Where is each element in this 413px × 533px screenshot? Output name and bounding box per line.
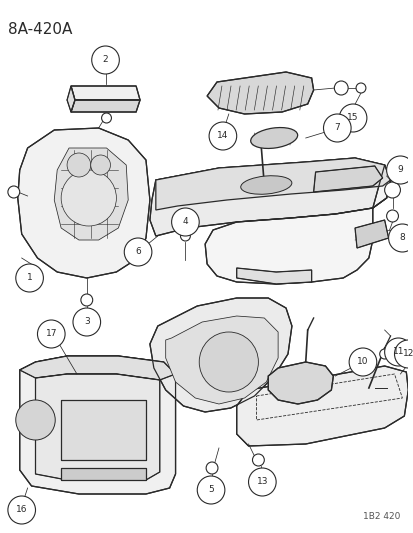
- Circle shape: [81, 294, 93, 306]
- Circle shape: [384, 182, 399, 198]
- Text: 7: 7: [334, 124, 339, 133]
- Polygon shape: [61, 400, 146, 460]
- Text: 8A-420A: 8A-420A: [8, 22, 72, 37]
- Text: 17: 17: [45, 329, 57, 338]
- Text: 5: 5: [208, 486, 214, 495]
- Text: 14: 14: [217, 132, 228, 141]
- Polygon shape: [20, 356, 175, 380]
- Polygon shape: [20, 356, 175, 494]
- Circle shape: [348, 348, 376, 376]
- Circle shape: [355, 83, 365, 93]
- Polygon shape: [36, 374, 159, 480]
- Circle shape: [206, 462, 217, 474]
- Ellipse shape: [240, 176, 291, 194]
- Text: 1B2 420: 1B2 420: [362, 512, 399, 521]
- Polygon shape: [54, 148, 128, 240]
- Circle shape: [248, 468, 275, 496]
- Circle shape: [124, 238, 152, 266]
- Circle shape: [73, 308, 100, 336]
- Text: 9: 9: [396, 166, 402, 174]
- Circle shape: [388, 224, 413, 252]
- Circle shape: [8, 496, 36, 524]
- Polygon shape: [71, 86, 140, 100]
- Circle shape: [334, 81, 347, 95]
- Circle shape: [252, 454, 263, 466]
- Text: 2: 2: [102, 55, 108, 64]
- Polygon shape: [205, 165, 389, 284]
- Circle shape: [38, 320, 65, 348]
- Polygon shape: [150, 158, 389, 236]
- Text: 15: 15: [347, 114, 358, 123]
- Polygon shape: [61, 468, 146, 480]
- Text: 16: 16: [16, 505, 27, 514]
- Circle shape: [384, 338, 411, 366]
- Polygon shape: [71, 100, 140, 112]
- Circle shape: [323, 114, 350, 142]
- Circle shape: [180, 231, 190, 241]
- Text: 12: 12: [402, 350, 413, 359]
- Circle shape: [199, 332, 258, 392]
- Ellipse shape: [250, 127, 297, 149]
- Polygon shape: [150, 298, 291, 412]
- Polygon shape: [236, 366, 407, 446]
- Text: 13: 13: [256, 478, 268, 487]
- Polygon shape: [313, 166, 382, 192]
- Text: 10: 10: [356, 358, 368, 367]
- Circle shape: [101, 113, 111, 123]
- Circle shape: [209, 122, 236, 150]
- Circle shape: [197, 476, 224, 504]
- Circle shape: [92, 46, 119, 74]
- Polygon shape: [18, 128, 150, 278]
- Circle shape: [8, 186, 20, 198]
- Polygon shape: [206, 72, 313, 114]
- Text: 11: 11: [392, 348, 403, 357]
- Polygon shape: [67, 86, 75, 112]
- Polygon shape: [165, 316, 278, 404]
- Polygon shape: [354, 220, 388, 248]
- Polygon shape: [155, 158, 389, 210]
- Circle shape: [61, 170, 116, 226]
- Text: 1: 1: [27, 273, 32, 282]
- Circle shape: [386, 156, 413, 184]
- Circle shape: [386, 210, 397, 222]
- Text: 6: 6: [135, 247, 140, 256]
- Circle shape: [16, 400, 55, 440]
- Polygon shape: [236, 268, 311, 284]
- Circle shape: [379, 349, 389, 359]
- Text: 4: 4: [182, 217, 188, 227]
- Circle shape: [171, 208, 199, 236]
- Text: 8: 8: [399, 233, 404, 243]
- Circle shape: [16, 264, 43, 292]
- Circle shape: [339, 104, 366, 132]
- Circle shape: [394, 340, 413, 368]
- Polygon shape: [268, 362, 332, 404]
- Circle shape: [90, 155, 110, 175]
- Circle shape: [67, 153, 90, 177]
- Text: 3: 3: [84, 318, 90, 327]
